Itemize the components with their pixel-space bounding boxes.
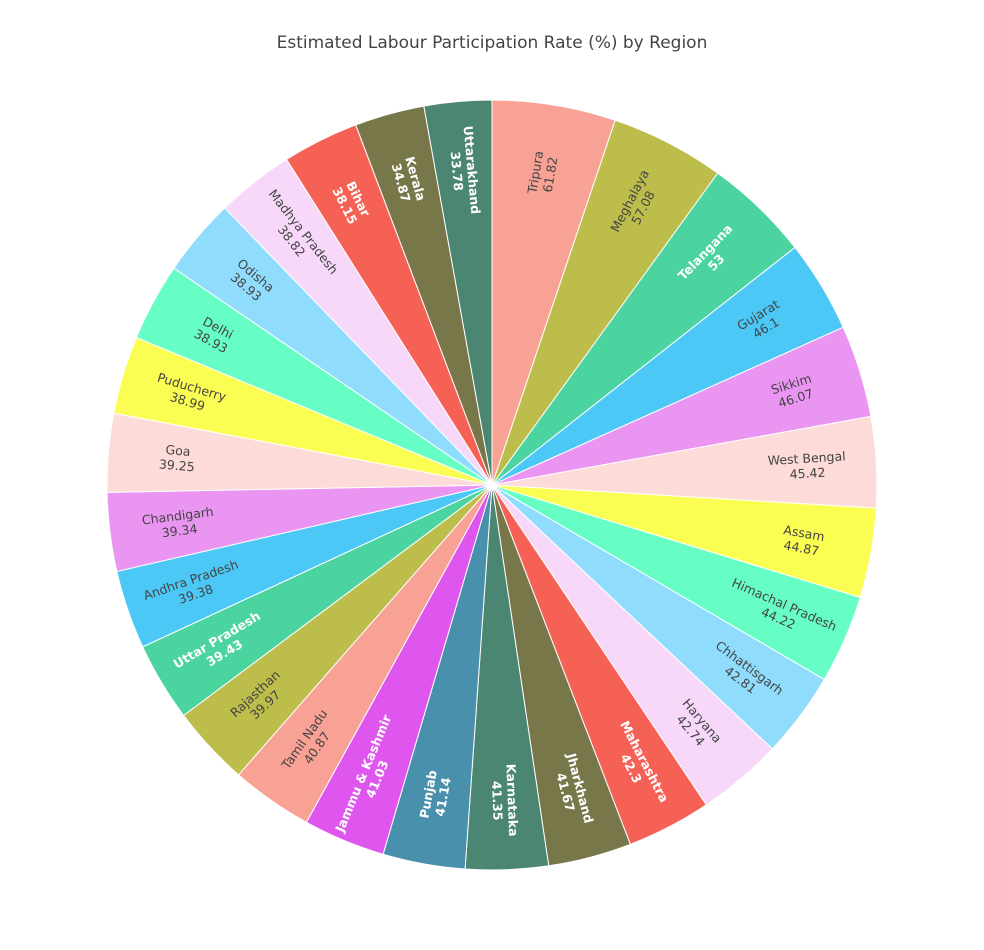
slice-label-karnataka: Karnataka	[503, 763, 521, 836]
slice-label-assam: Assam	[782, 522, 825, 544]
slice-value-uttarakhand: 33.78	[448, 151, 466, 192]
slice-value-karnataka: 41.35	[489, 781, 506, 821]
slice-value-chandigarh: 39.34	[161, 521, 198, 540]
slice-label-tripura: Tripura	[524, 150, 546, 196]
slice-value-punjab: 41.14	[432, 776, 454, 818]
slice-value-goa: 39.25	[158, 456, 195, 474]
slice-value-tripura: 61.82	[540, 156, 561, 194]
slice-label-goa: Goa	[165, 442, 191, 459]
slice-label-west-bengal: West Bengal	[767, 448, 846, 468]
slices-layer	[106, 99, 878, 871]
slice-value-assam: 44.87	[783, 537, 821, 558]
chart-title: Estimated Labour Participation Rate (%) …	[276, 33, 708, 53]
slice-uttarakhand[interactable]	[423, 99, 493, 486]
slice-value-west-bengal: 45.42	[789, 465, 826, 482]
